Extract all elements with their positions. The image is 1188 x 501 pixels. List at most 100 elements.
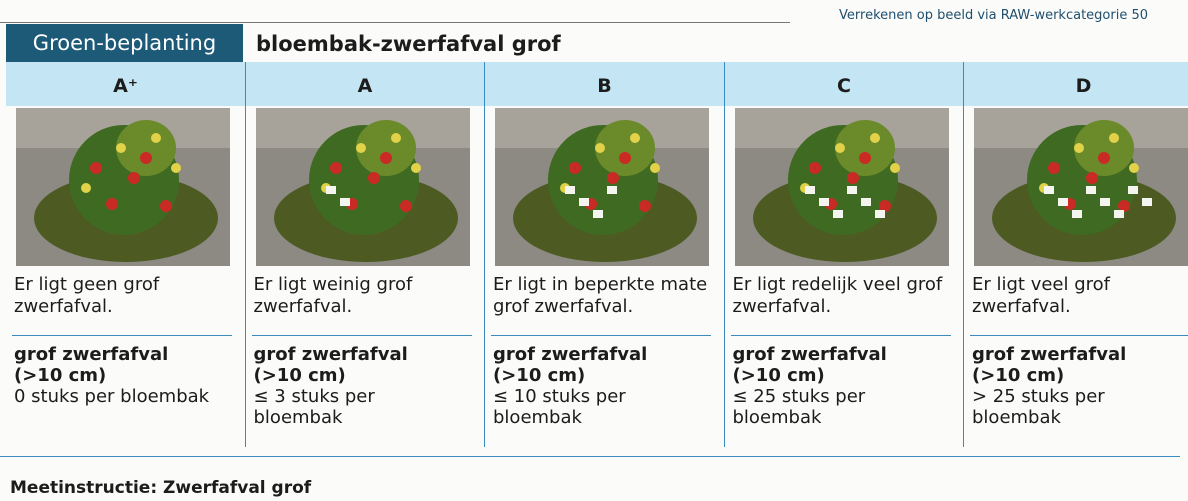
photo-shape: [128, 172, 140, 184]
size-threshold: (>10 cm): [253, 365, 346, 386]
note: Verrekenen op beeld via RAW-werkcategori…: [839, 8, 1148, 23]
criterion: grof zwerfafval: [253, 344, 408, 365]
size-threshold: (>10 cm): [972, 365, 1065, 386]
photo-shape: [1114, 210, 1124, 218]
photo-shape: [1118, 200, 1130, 212]
photo-shape: [1098, 152, 1110, 164]
level-column: C Er ligt redelijk veel grof zwerfafval. g…: [725, 62, 964, 447]
description: Er ligt redelijk veel grof zwerfafval.: [732, 274, 943, 317]
photo-shape: [171, 163, 181, 173]
norm: ≤ 10 stuks per bloembak: [493, 386, 626, 428]
photo-shape: [116, 120, 176, 176]
criterion: grof zwerfafval: [493, 344, 648, 365]
norm: ≤ 3 stuks per bloembak: [253, 386, 375, 428]
divider: [12, 335, 232, 336]
level-column: A Er ligt weinig grof zwerfafval. grof zwe…: [246, 62, 485, 447]
divider: [730, 335, 951, 336]
criterion-block: grof zwerfafval (>10 cm) 0 stuks per bloem…: [14, 344, 214, 407]
size-threshold: (>10 cm): [493, 365, 586, 386]
photo-shape: [804, 186, 815, 194]
photo-shape: [1086, 172, 1098, 184]
photo-shape: [140, 152, 152, 164]
column-divider: [963, 62, 964, 447]
photo-shape: [399, 200, 412, 212]
photo-shape: [1044, 186, 1054, 194]
photo-shape: [869, 133, 880, 143]
grade-label: A⁺: [113, 75, 138, 97]
photo-shape: [1100, 198, 1110, 206]
photo-shape: [808, 162, 821, 174]
photo-shape: [1142, 198, 1152, 206]
photo-shape: [355, 120, 416, 176]
photo-shape: [151, 133, 161, 143]
description: Er ligt geen grof zwerfafval.: [14, 274, 160, 317]
photo-shape: [579, 198, 589, 206]
photo-shape: [367, 172, 380, 184]
column-divider: [484, 62, 485, 447]
photo: [16, 108, 230, 266]
photo-shape: [834, 143, 845, 153]
photo-shape: [1109, 133, 1119, 143]
photo-shape: [1058, 198, 1068, 206]
photo-shape: [889, 163, 900, 173]
photo: [974, 108, 1188, 266]
photo-shape: [860, 198, 871, 206]
category-label: Groen-beplanting: [6, 24, 243, 62]
photo-shape: [846, 172, 859, 184]
photo: [734, 108, 949, 266]
photo-shape: [90, 162, 102, 174]
photo-shape: [1086, 186, 1096, 194]
level-column: D Er ligt veel grof zwerfafval. grof zwerf…: [964, 62, 1188, 447]
photo-shape: [390, 133, 401, 143]
bottom-rule: [0, 456, 1180, 457]
criterion-block: grof zwerfafval (>10 cm) ≤ 10 stuks per bl…: [493, 344, 693, 428]
photo-shape: [607, 172, 619, 184]
norm: > 25 stuks per bloembak: [972, 386, 1105, 428]
criterion: grof zwerfafval: [972, 344, 1127, 365]
grade-label: B: [597, 75, 612, 97]
photo-shape: [593, 210, 603, 218]
criterion: grof zwerfafval: [732, 344, 887, 365]
photo-shape: [325, 186, 336, 194]
photo-shape: [329, 162, 342, 174]
photo-shape: [355, 143, 366, 153]
photo-shape: [379, 152, 392, 164]
norm: ≤ 25 stuks per bloembak: [732, 386, 866, 428]
section-title: bloembak-zwerfafval grof: [256, 32, 561, 56]
photo-shape: [595, 143, 605, 153]
norm: 0 stuks per bloembak: [14, 386, 210, 407]
photo-shape: [650, 163, 660, 173]
photo-shape: [410, 163, 421, 173]
photo-shape: [834, 120, 895, 176]
criterion: grof zwerfafval: [14, 344, 169, 365]
grade-band: [6, 62, 1188, 106]
photo-shape: [1074, 120, 1134, 176]
photo-shape: [878, 200, 891, 212]
grade-label: D: [1075, 75, 1092, 97]
photo-shape: [607, 186, 617, 194]
photo-shape: [81, 183, 91, 193]
photo-shape: [630, 133, 640, 143]
photo-shape: [619, 152, 631, 164]
level-column: B Er ligt in beperkte mate grof zwerfafva…: [485, 62, 724, 447]
photo-shape: [595, 120, 655, 176]
photo-shape: [639, 200, 651, 212]
photo-shape: [1048, 162, 1060, 174]
footer: Meetinstructie: Zwerfafval grof: [10, 478, 312, 498]
column-divider: [244, 62, 246, 447]
photo-shape: [569, 162, 581, 174]
photo-shape: [846, 186, 857, 194]
photo-shape: [106, 198, 118, 210]
grade-label: C: [837, 75, 851, 97]
level-column: A⁺ Er ligt geen grof zwerfafval. grof zwer…: [6, 62, 245, 447]
criterion-block: grof zwerfafval (>10 cm) ≤ 25 stuks per bl…: [733, 344, 933, 428]
photo-shape: [116, 143, 126, 153]
description: Er ligt weinig grof zwerfafval.: [253, 274, 413, 317]
photo-shape: [1129, 163, 1139, 173]
column-divider: [723, 62, 725, 447]
photo-shape: [339, 198, 350, 206]
criterion-block: grof zwerfafval (>10 cm) ≤ 3 stuks per blo…: [254, 344, 454, 428]
photo-shape: [565, 186, 575, 194]
photo-shape: [1128, 186, 1138, 194]
